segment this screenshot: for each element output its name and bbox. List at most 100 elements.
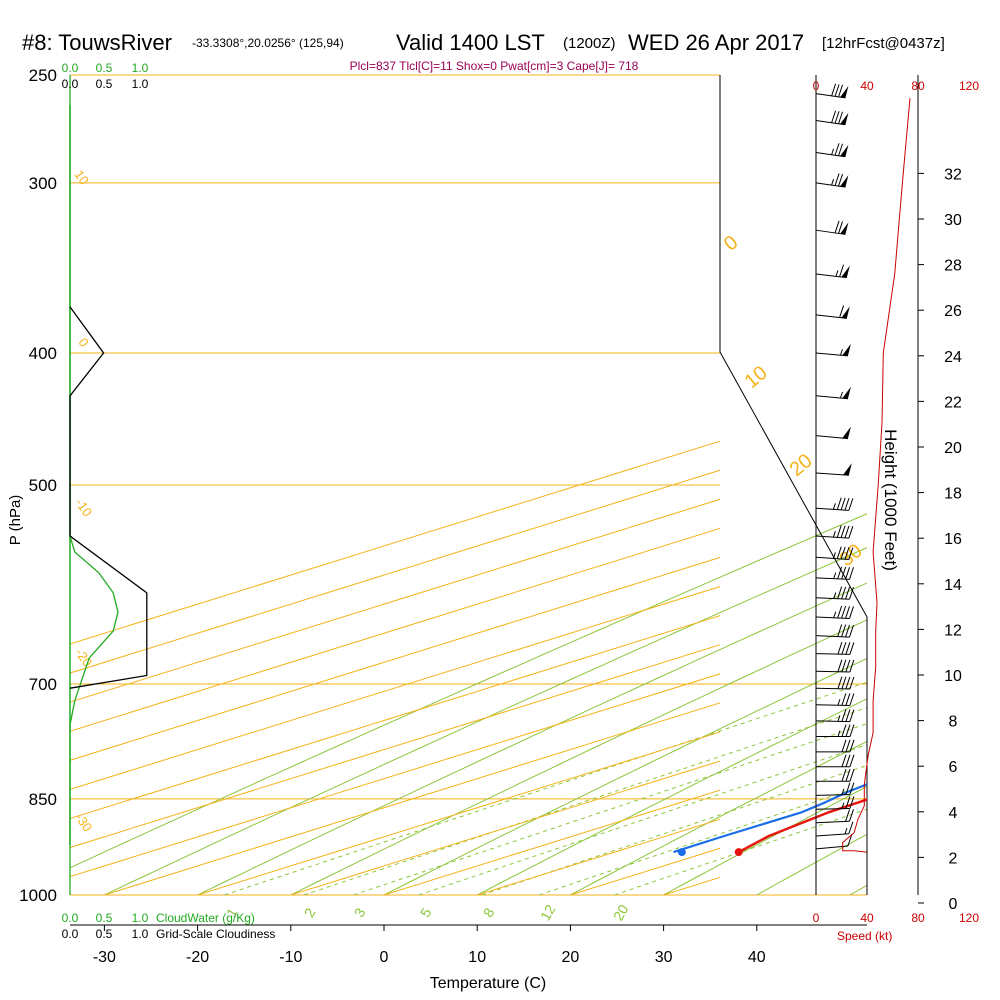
wind-barb-staff: [815, 535, 849, 539]
wind-barb-feather: [849, 606, 854, 619]
wind-barb-feather: [849, 642, 855, 655]
cloudiness-label: Grid-Scale Cloudiness: [156, 927, 275, 941]
x-tick-label: -30: [93, 949, 116, 966]
mixing-ratio-line: [418, 744, 867, 895]
cloud-water-tick-label: 0.0: [62, 911, 79, 925]
wind-barb-half-feather: [835, 270, 839, 277]
isotherm-line: [70, 440, 720, 645]
wind-barb-feather: [845, 586, 851, 600]
wind-barb-feather: [838, 143, 843, 156]
wind-barb-feather: [834, 220, 840, 234]
wind-barb-feather: [838, 221, 843, 234]
height-tick-label: 14: [944, 577, 962, 594]
pressure-tick-label: 850: [29, 790, 57, 809]
dry-adiabat-label: 0: [75, 335, 91, 350]
wind-barb-feather: [844, 525, 850, 539]
dry-adiabat-line: [989, 51, 1000, 924]
wind-barb: [815, 659, 855, 673]
surface-temperature-point: [734, 848, 743, 857]
isotherm-line: [70, 644, 720, 849]
wind-barb-feather: [837, 566, 843, 579]
wind-barb-feather: [841, 586, 847, 600]
wind-barb-staff: [815, 704, 850, 707]
wind-barb-feather: [845, 606, 851, 619]
wind-barb-flag: [841, 265, 850, 278]
cloud-water-label: CloudWater (g/Kg): [156, 911, 255, 925]
wind-barb-feather: [838, 84, 843, 98]
wind-barb-feather: [839, 264, 845, 277]
dry-adiabat-line: [476, 698, 867, 895]
wind-barb: [816, 739, 855, 753]
wind-barb-feather: [836, 525, 842, 538]
wind-barb-flag: [842, 343, 851, 356]
wind-barb: [815, 796, 855, 810]
dry-adiabat-lines: [70, 51, 1000, 924]
wind-barb-staff: [815, 687, 850, 690]
speed-tick-label: 80: [911, 79, 925, 93]
wind-barb-feather: [849, 676, 855, 690]
wind-barb-half-feather: [837, 715, 841, 722]
wind-barb-staff: [815, 616, 850, 619]
wind-barb-feather: [841, 624, 847, 637]
height-tick-label: 22: [944, 394, 962, 411]
wind-barb: [815, 676, 855, 690]
wind-barb-feather: [837, 586, 843, 599]
height-tick-label: 16: [944, 531, 962, 548]
wind-barb-feather: [834, 84, 840, 97]
axes: [70, 75, 919, 926]
wind-barb-feather: [849, 754, 855, 767]
wind-barb-feather: [848, 498, 854, 511]
forecast-info: [12hrFcst@0437z]: [822, 35, 945, 52]
cloud-water-tick-label: 0.0: [62, 61, 79, 75]
height-tick-label: 30: [944, 212, 962, 229]
height-tick-label: 28: [944, 258, 962, 275]
x-tick-label: 0: [380, 949, 389, 966]
speed-tick-label: 80: [911, 911, 925, 925]
station-title: #8: TouwsRiver: [22, 30, 172, 55]
wind-barb: [815, 426, 851, 440]
wind-barb-feather: [839, 305, 845, 318]
mixing-ratio-lines: [224, 681, 867, 895]
cloud-water-tick-label: 1.0: [132, 61, 149, 75]
wind-barb-half-feather: [841, 802, 845, 809]
wind-barb-feather: [845, 739, 851, 752]
pressure-tick-label: 250: [29, 66, 57, 85]
sounding-series: [673, 783, 867, 857]
valid-date: WED 26 Apr 2017: [628, 30, 804, 55]
wind-barb-feather: [849, 693, 855, 706]
wind-barb-feather: [841, 739, 847, 752]
mixing-ratio-line: [481, 764, 867, 895]
mixing-ratio-label: 20: [610, 902, 632, 924]
wind-barb-feather: [841, 724, 847, 737]
wind-barb-staff: [815, 507, 849, 511]
wind-barb: [815, 305, 850, 319]
dry-adiabat-line: [755, 833, 867, 895]
wind-barb-feather: [845, 709, 851, 722]
wind-barb-staff: [815, 807, 850, 810]
wind-barb-feather: [834, 143, 840, 156]
wind-barb-staff: [815, 820, 850, 824]
mixing-ratio-line: [614, 808, 867, 895]
isotherm-line: [477, 818, 720, 895]
wind-barb-half-feather: [832, 552, 836, 559]
wind-barb-half-feather: [839, 391, 843, 399]
isotherm-lines: [70, 51, 1000, 895]
isotherm-line: [70, 586, 720, 790]
wind-barb-feather: [841, 709, 847, 722]
wind-barb: [815, 586, 854, 600]
pressure-tick-label: 700: [29, 675, 57, 694]
wind-barb-staff: [815, 577, 850, 580]
wind-barb-staff: [815, 635, 850, 638]
wind-barb-flag: [840, 175, 849, 188]
wind-barb: [815, 173, 849, 188]
wind-barb-feather: [838, 173, 843, 187]
wind-barb-feather: [841, 676, 847, 689]
isotherm-line: [850, 51, 1000, 895]
valid-time: Valid 1400 LST: [396, 30, 545, 55]
wind-barb: [815, 546, 854, 560]
pressure-tick-label: 500: [29, 476, 57, 495]
cloudiness-tick-label: 0.5: [96, 927, 113, 941]
cloudiness-line: [69, 306, 148, 689]
isobar-lines: [70, 74, 867, 896]
